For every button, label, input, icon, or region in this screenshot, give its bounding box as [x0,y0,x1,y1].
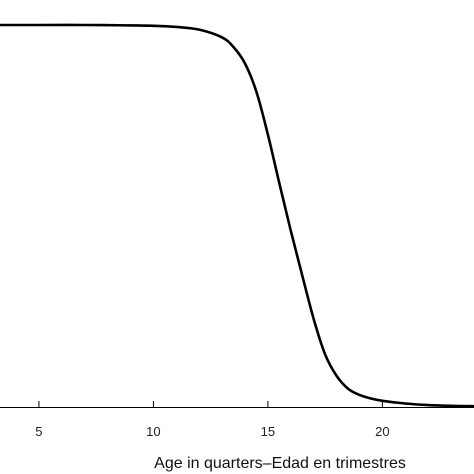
x-tick-label: 10 [146,424,160,439]
series-line [0,23,474,408]
x-tick-label: 20 [375,424,389,439]
plot-area: 5 10 15 20 [0,23,474,439]
x-axis-ticks: 5 10 15 20 [35,401,390,439]
x-tick-label: 15 [261,424,275,439]
x-tick-label: 5 [35,424,42,439]
series-group [0,23,474,408]
x-axis-label: Age in quarters–Edad en trimestres [154,455,406,472]
